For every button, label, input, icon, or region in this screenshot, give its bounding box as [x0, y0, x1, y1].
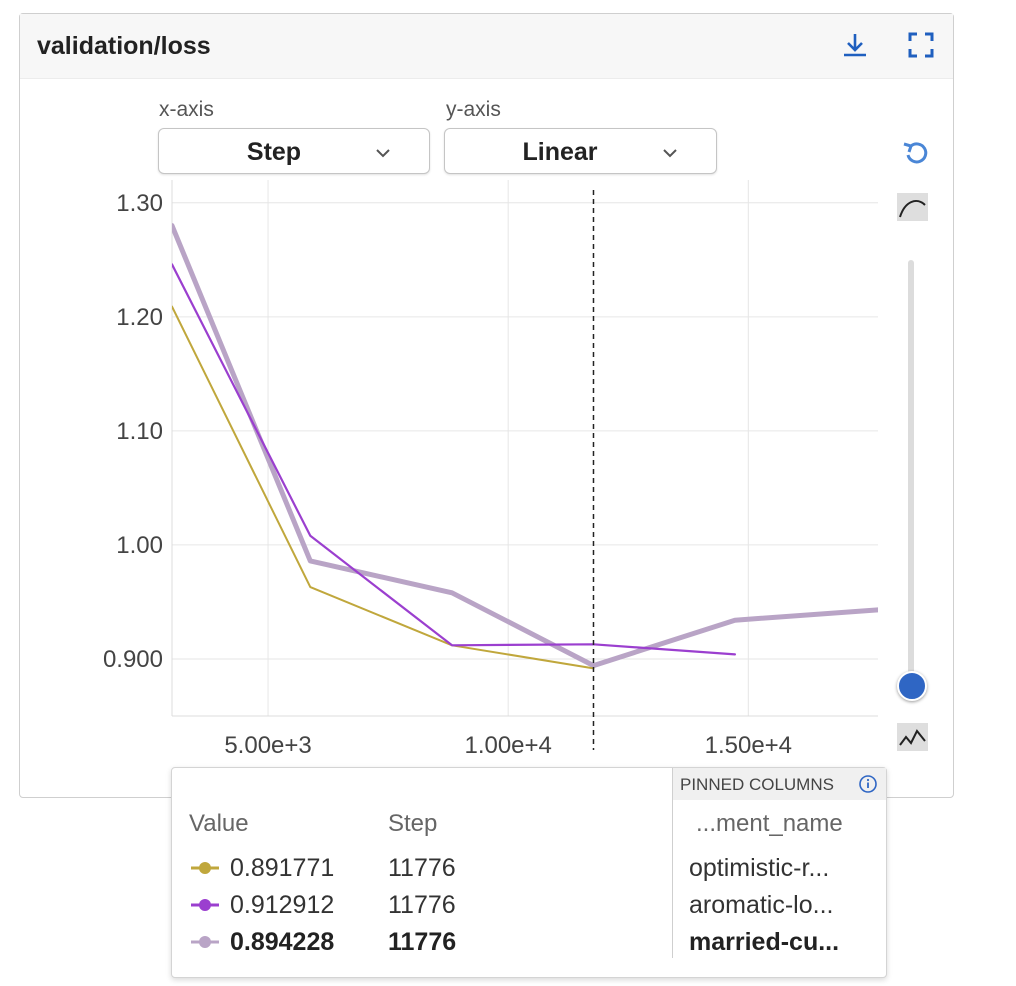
- series-swatch: [191, 936, 219, 948]
- raw-curve-icon[interactable]: [897, 723, 928, 751]
- y-axis-select[interactable]: Linear: [444, 128, 717, 174]
- y-axis-value: Linear: [522, 138, 598, 166]
- chart-title: validation/loss: [37, 32, 211, 60]
- pinned-columns-label: PINNED COLUMNS: [680, 775, 834, 794]
- series-swatch: [191, 862, 219, 874]
- row-value: 0.891771: [230, 854, 335, 882]
- card-header: validation/loss: [20, 14, 953, 79]
- pinned-divider: [672, 768, 673, 958]
- x-axis-label: x-axis: [159, 98, 214, 121]
- download-icon[interactable]: [840, 30, 870, 60]
- y-tick-label: 1.30: [116, 190, 163, 217]
- x-axis-value: Step: [246, 138, 302, 166]
- info-icon[interactable]: [858, 774, 878, 794]
- row-value: 0.912912: [230, 891, 335, 919]
- chevron-down-icon: [376, 149, 390, 158]
- series-swatch: [191, 899, 219, 911]
- smoothing-slider-track[interactable]: [908, 260, 914, 685]
- line-chart[interactable]: 0.900 1.00 1.10 1.20 1.30 5.00e+3 1.00e+4 1.50e…: [0, 0, 1016, 800]
- step-column-header: Step: [388, 810, 438, 837]
- hover-tooltip: PINNED COLUMNS Value Step ...ment_name 0…: [171, 767, 887, 978]
- y-tick-label: 1.20: [116, 304, 163, 331]
- x-tick-label: 5.00e+3: [224, 732, 311, 759]
- reset-icon[interactable]: [899, 136, 933, 170]
- y-tick-label: 0.900: [103, 646, 163, 673]
- row-step: 11776: [388, 854, 456, 882]
- row-name: optimistic-r...: [689, 854, 830, 882]
- smooth-curve-icon[interactable]: [897, 193, 928, 221]
- row-step: 11776: [388, 928, 457, 956]
- row-name: married-cu...: [689, 928, 840, 956]
- series-line: [172, 263, 736, 656]
- pinned-columns-header: PINNED COLUMNS: [672, 768, 886, 800]
- y-tick-label: 1.10: [116, 418, 163, 445]
- row-value: 0.894228: [230, 928, 335, 956]
- x-axis-select[interactable]: Step: [158, 128, 430, 174]
- series-line: [172, 305, 595, 670]
- series-line: [172, 223, 878, 669]
- row-step: 11776: [388, 891, 456, 919]
- row-name: aromatic-lo...: [689, 891, 834, 919]
- chevron-down-icon: [663, 149, 677, 158]
- y-axis-label: y-axis: [446, 98, 501, 121]
- series-group: [172, 223, 878, 670]
- x-tick-label: 1.00e+4: [464, 732, 551, 759]
- x-tick-label: 1.50e+4: [705, 732, 792, 759]
- value-column-header: Value: [189, 810, 249, 837]
- fullscreen-icon[interactable]: [906, 30, 936, 60]
- smoothing-slider-thumb[interactable]: [897, 671, 927, 701]
- name-column-header: ...ment_name: [696, 810, 843, 837]
- y-tick-label: 1.00: [116, 532, 163, 559]
